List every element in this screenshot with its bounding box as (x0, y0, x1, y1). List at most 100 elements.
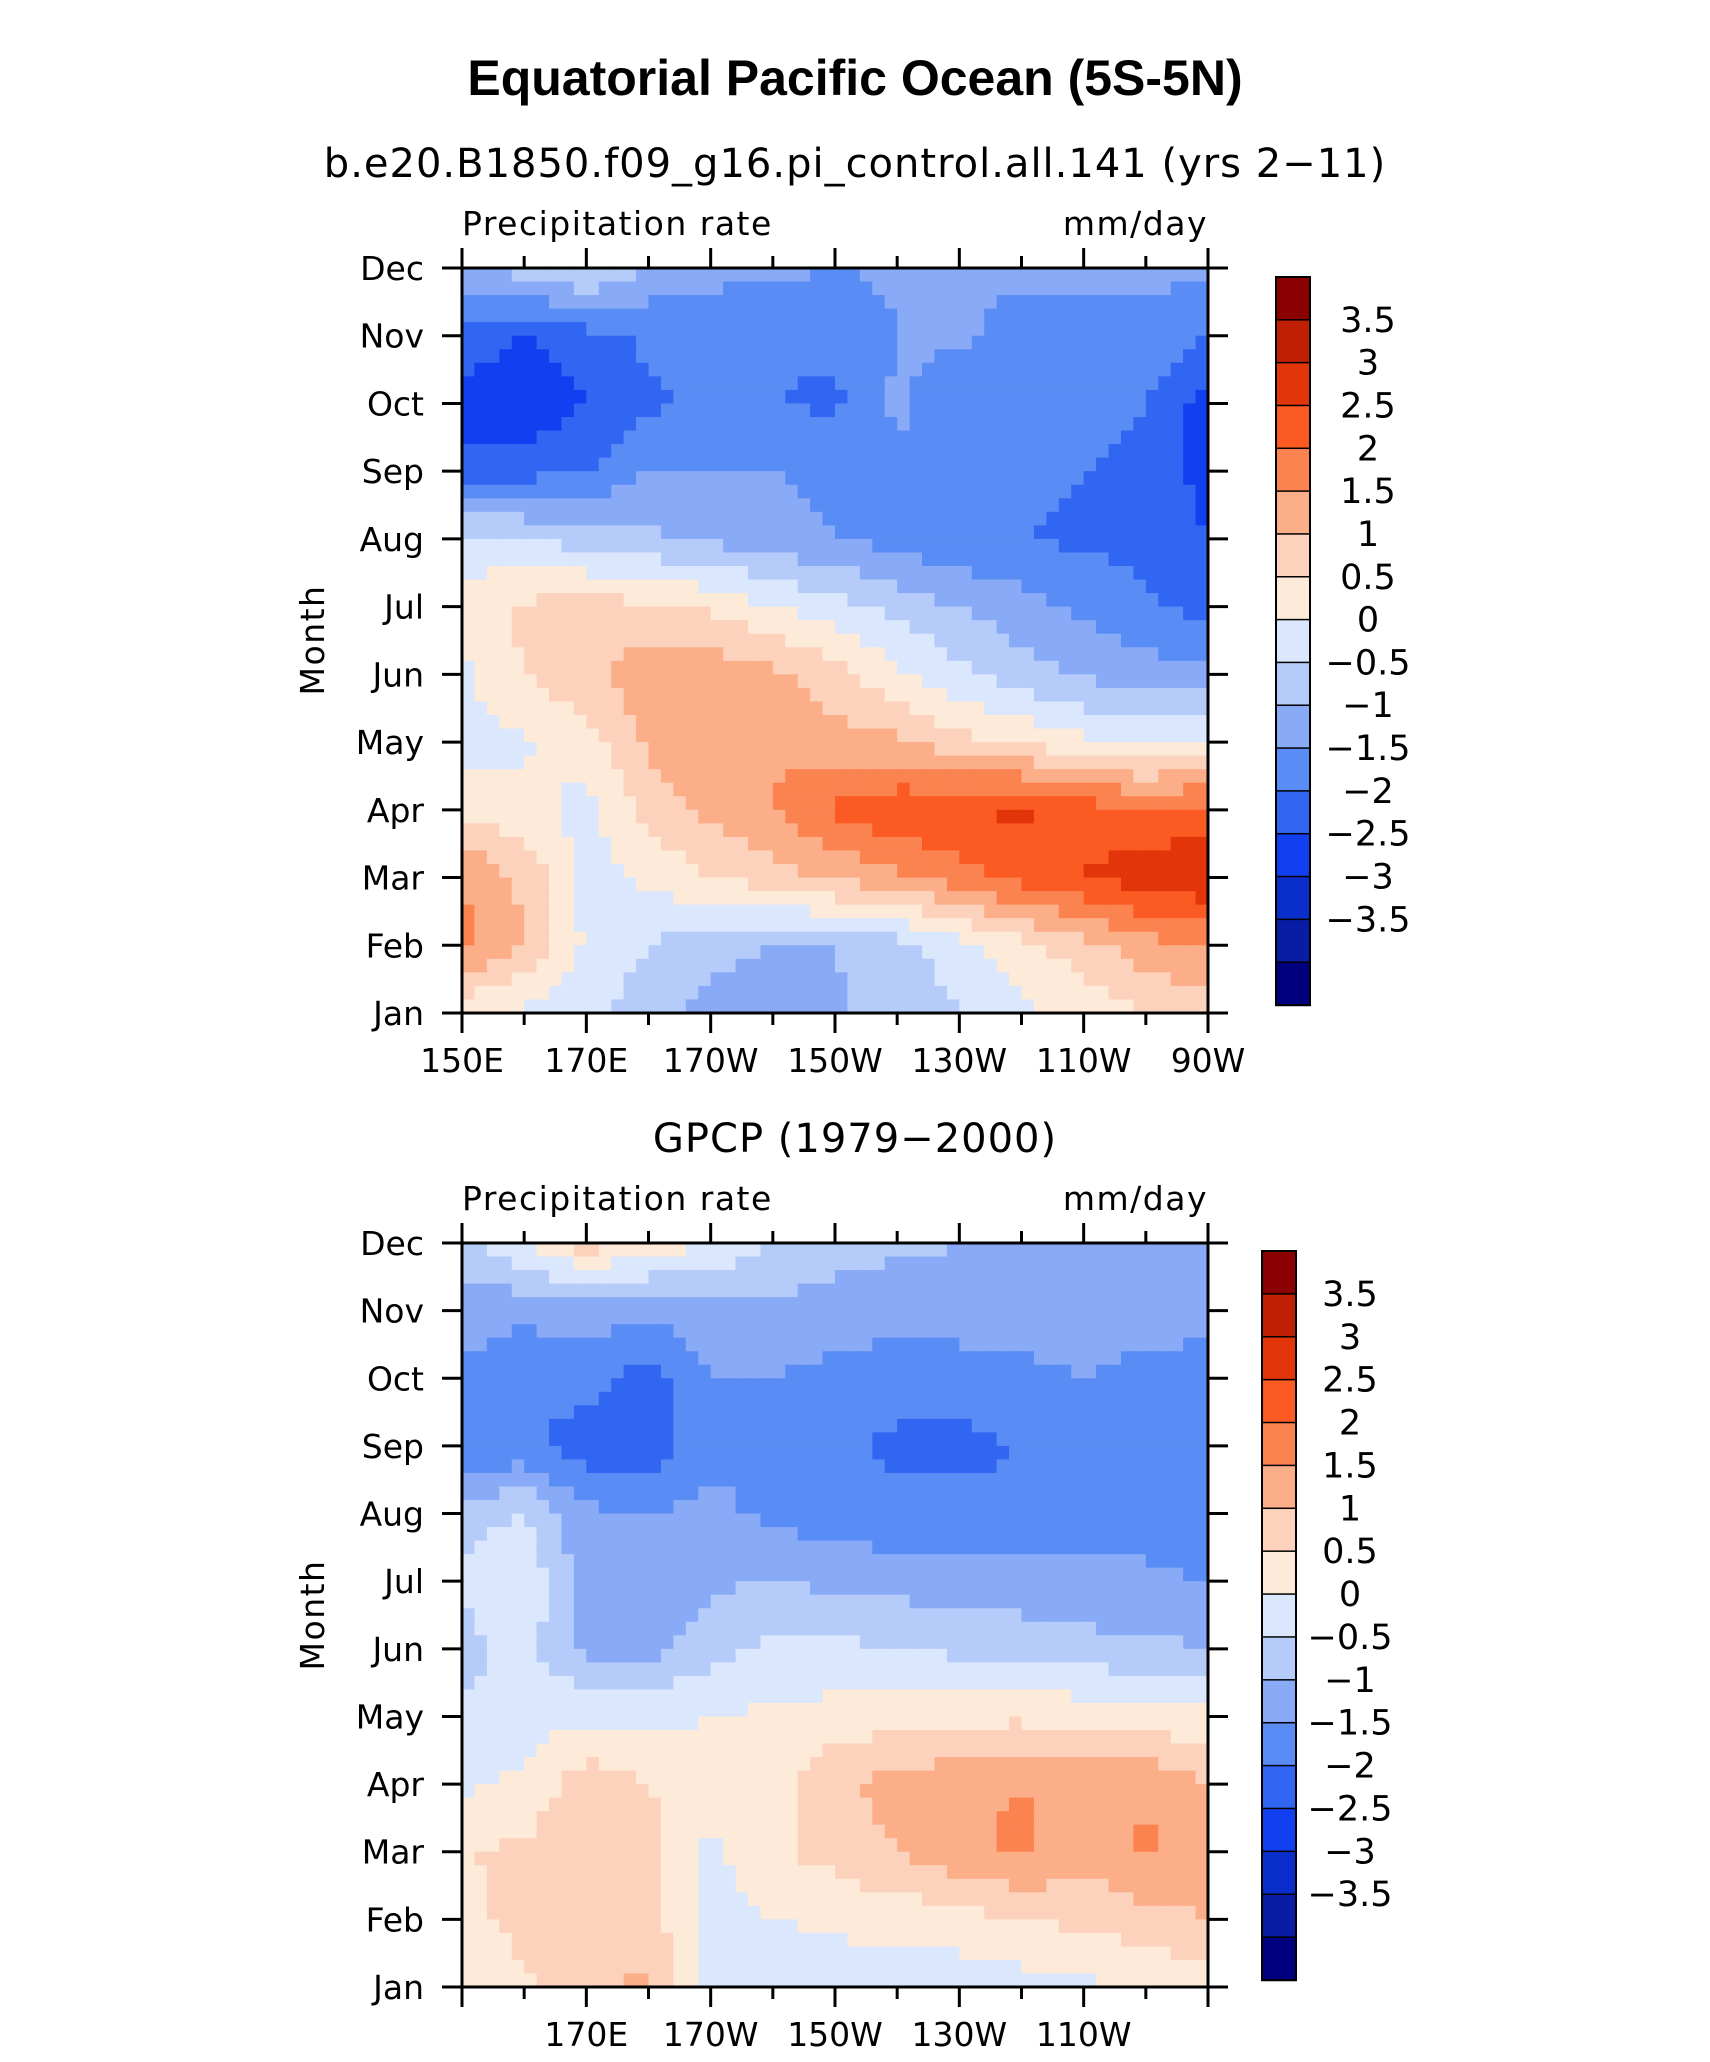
heatmap-cell (1108, 403, 1122, 418)
heatmap-cell (785, 1310, 799, 1325)
heatmap-cell (810, 1486, 824, 1501)
heatmap-cell (785, 809, 799, 825)
heatmap-cell (636, 1243, 650, 1258)
heatmap-cell (598, 444, 612, 459)
heatmap-cell (623, 796, 637, 811)
heatmap-cell (598, 322, 612, 337)
heatmap-cell (698, 999, 712, 1014)
heatmap-cell (1009, 796, 1023, 811)
heatmap-cell (636, 579, 650, 594)
heatmap-cell (847, 430, 861, 445)
heatmap-cell (1170, 742, 1184, 757)
heatmap-cell (499, 904, 513, 919)
heatmap-cell (872, 1513, 886, 1528)
heatmap-cell (797, 1567, 811, 1582)
heatmap-cell (1096, 687, 1110, 703)
heatmap-cell (772, 728, 786, 743)
heatmap-cell (897, 484, 911, 499)
heatmap-cell (1170, 403, 1184, 418)
heatmap-cell (835, 796, 849, 811)
heatmap-cell (1083, 674, 1097, 689)
heatmap-cell (573, 918, 588, 933)
heatmap-cell (1033, 918, 1048, 933)
heatmap-cell (1046, 1405, 1060, 1420)
heatmap-cell (922, 1364, 936, 1379)
heatmap-cell (859, 322, 873, 337)
heatmap-cell (760, 701, 774, 716)
heatmap-cell (1046, 484, 1060, 499)
heatmap-cell (822, 1486, 836, 1501)
heatmap-cell (1195, 538, 1209, 554)
heatmap-cell (946, 430, 961, 445)
heatmap-cell (884, 1432, 898, 1447)
heatmap-cell (1108, 1445, 1122, 1461)
heatmap-cell (1133, 430, 1147, 445)
heatmap-cell (462, 1554, 476, 1569)
heatmap-cell (549, 985, 563, 1001)
heatmap-cell (499, 674, 513, 689)
heatmap-cell (710, 1500, 724, 1515)
heatmap-cell (636, 742, 650, 757)
heatmap-cell (859, 1527, 873, 1542)
heatmap-cell (959, 322, 973, 337)
heatmap-cell (636, 1283, 650, 1298)
heatmap-cell (785, 389, 799, 405)
heatmap-cell (573, 1351, 588, 1366)
heatmap-cell (499, 308, 513, 323)
heatmap-cell (1133, 985, 1147, 1001)
heatmap-cell (474, 1472, 488, 1488)
heatmap-cell (772, 633, 786, 648)
heatmap-cell (772, 511, 786, 527)
heatmap-cell (1158, 457, 1172, 472)
heatmap-cell (1096, 1270, 1110, 1285)
heatmap-cell (872, 755, 886, 770)
heatmap-cell (586, 525, 600, 540)
heatmap-cell (785, 972, 799, 987)
heatmap-cell (1058, 552, 1072, 567)
heatmap-cell (971, 593, 985, 608)
heatmap-cell (872, 1297, 886, 1312)
heatmap-cell (884, 1405, 898, 1420)
heatmap-cell (909, 1445, 923, 1461)
heatmap-cell (897, 1256, 911, 1271)
heatmap-cell (536, 579, 550, 594)
heatmap-cell (660, 1567, 675, 1582)
heatmap-cell (785, 1459, 799, 1474)
heatmap-cell (1046, 674, 1060, 689)
heatmap-cell (1071, 511, 1085, 527)
heatmap-cell (1158, 891, 1172, 906)
heatmap-cell (1046, 985, 1060, 1001)
heatmap-cell (1058, 308, 1072, 323)
heatmap-cell (1108, 389, 1122, 405)
heatmap-cell (996, 1527, 1010, 1542)
heatmap-cell (1195, 1581, 1209, 1596)
heatmap-cell (499, 538, 513, 554)
heatmap-cell (611, 823, 625, 838)
heatmap-cell (909, 1472, 923, 1488)
heatmap-cell (872, 1405, 886, 1420)
heatmap-cell (549, 891, 563, 906)
heatmap-cell (1046, 769, 1060, 784)
heatmap-cell (922, 417, 936, 432)
heatmap-cell (872, 1364, 886, 1379)
heatmap-cell (996, 444, 1010, 459)
heatmap-cell (1033, 904, 1048, 919)
heatmap-cell (946, 552, 961, 567)
heatmap-cell (598, 918, 612, 933)
heatmap-cell (735, 593, 749, 608)
heatmap-cell (685, 1351, 699, 1366)
heatmap-cell (536, 362, 550, 378)
heatmap-cell (835, 322, 849, 337)
heatmap-cell (499, 444, 513, 459)
heatmap-cell (847, 471, 861, 486)
heatmap-cell (586, 701, 600, 716)
heatmap-cell (984, 552, 998, 567)
heatmap-cell (760, 904, 774, 919)
heatmap-cell (698, 457, 712, 472)
heatmap-cell (536, 1364, 550, 1379)
heatmap-cell (1033, 1378, 1048, 1393)
heatmap-cell (1145, 701, 1159, 716)
heatmap-cell (1170, 362, 1184, 378)
heatmap-cell (698, 728, 712, 743)
heatmap-cell (1170, 295, 1184, 310)
